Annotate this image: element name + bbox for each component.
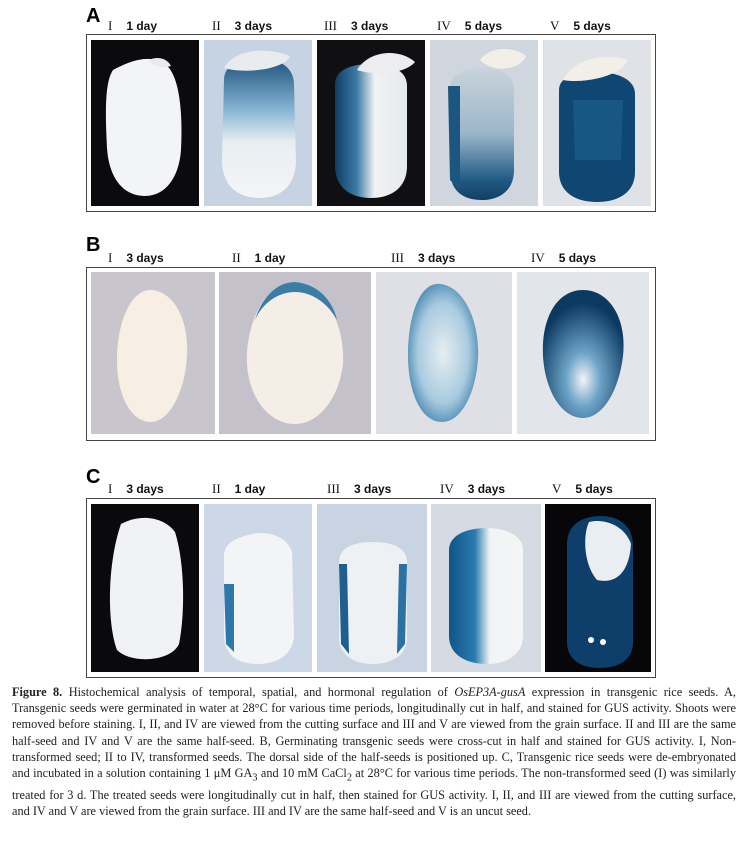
panel-c-letter: C bbox=[86, 466, 101, 488]
panel-c-label-3: III 3 days bbox=[327, 481, 392, 496]
caption-ga-sub: 3 bbox=[252, 772, 258, 784]
panel-b-seed-3-image bbox=[376, 272, 512, 434]
panel-b-seed-4-image bbox=[517, 272, 649, 434]
caption-text-1: expression in transgenic rice seeds. A, … bbox=[12, 685, 736, 781]
panel-c-label-4: IV 3 days bbox=[440, 481, 506, 496]
panel-a-seed-1-image bbox=[91, 40, 199, 206]
panel-b-label-4: IV 5 days bbox=[531, 250, 597, 265]
figure-caption: Figure 8. Histochemical analysis of temp… bbox=[12, 684, 736, 819]
panel-c-seed-5-image bbox=[545, 504, 651, 672]
panel-b-seed-2-image bbox=[219, 272, 371, 434]
panel-c-seed-2-image bbox=[204, 504, 312, 672]
panel-a-seed-4-image bbox=[430, 40, 538, 206]
caption-ca-sub: 2 bbox=[346, 772, 352, 784]
caption-text-2: and 10 mM CaCl bbox=[260, 766, 347, 781]
panel-a-letter: A bbox=[86, 5, 101, 27]
caption-text-3: at 28°C for various time periods. The no… bbox=[12, 766, 736, 818]
panel-a-seed-3-image bbox=[317, 40, 425, 206]
panel-b-label-3: III 3 days bbox=[391, 250, 456, 265]
panel-b-letter: B bbox=[86, 234, 101, 256]
caption-gene-name: OsEP3A-gusA bbox=[454, 685, 526, 699]
panel-a-label-4: IV 5 days bbox=[437, 18, 503, 33]
panel-c-seed-4-image bbox=[431, 504, 541, 672]
panel-a-label-2: II 3 days bbox=[212, 18, 273, 33]
panel-b-seed-1-image bbox=[91, 272, 215, 434]
panel-c-seed-1-image bbox=[91, 504, 199, 672]
panel-a-seed-2-image bbox=[204, 40, 312, 206]
caption-lead: Histochemical analysis of temporal, spat… bbox=[68, 685, 448, 699]
panel-a-seed-5-image bbox=[543, 40, 651, 206]
panel-c-seed-3-image bbox=[317, 504, 427, 672]
figure-label: Figure 8. bbox=[12, 685, 63, 699]
panel-b-label-2: II 1 day bbox=[232, 250, 286, 265]
caption-ga: GA bbox=[234, 766, 253, 781]
panel-a-label-3: III 3 days bbox=[324, 18, 389, 33]
panel-c-label-2: II 1 day bbox=[212, 481, 266, 496]
caption-ga-unit: μM bbox=[213, 766, 232, 781]
